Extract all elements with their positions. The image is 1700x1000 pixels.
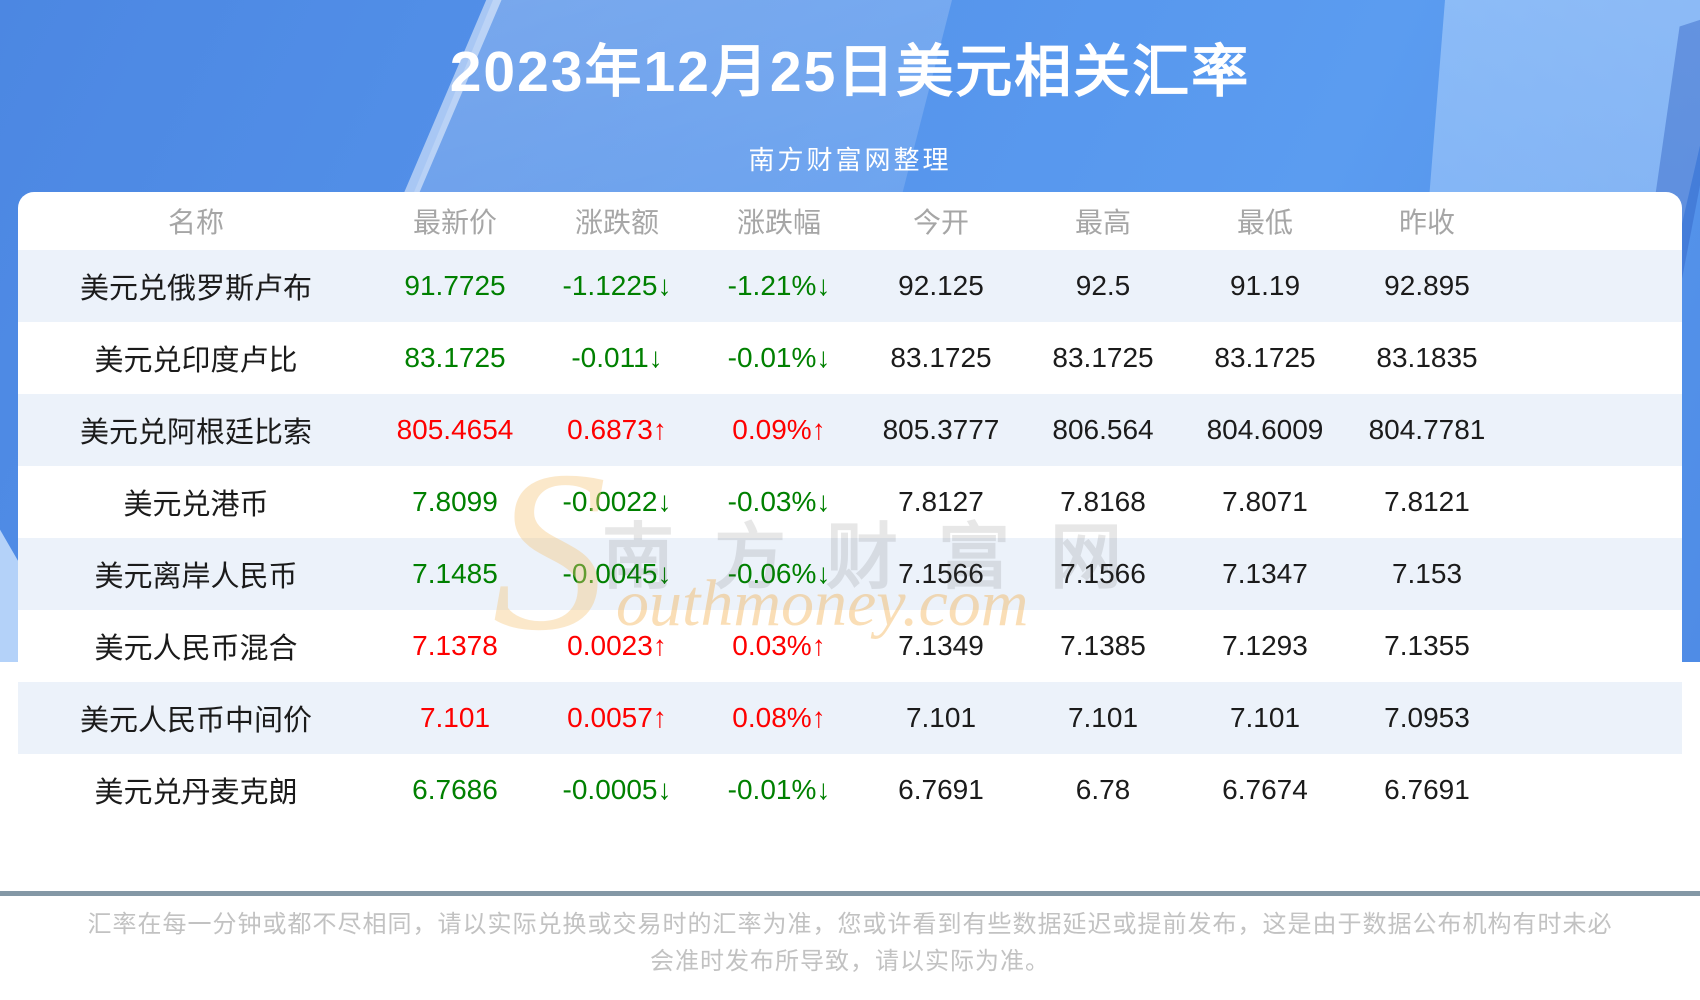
cell-latest-price: 7.1485	[412, 558, 498, 589]
page-title: 2023年12月25日美元相关汇率	[449, 40, 1251, 104]
cell-pair-name: 美元离岸人民币	[94, 561, 298, 593]
cell-low: 7.8071	[1222, 486, 1308, 517]
cell-high: 92.5	[1075, 270, 1131, 301]
table-row: 美元兑印度卢比 83.1725 -0.011↓ -0.01%↓ 83.1725 …	[18, 322, 1682, 394]
cell-high: 7.1385	[1060, 630, 1146, 661]
cell-pair-name: 美元兑印度卢比	[94, 345, 298, 377]
col-header-change-pct: 涨跌幅	[736, 207, 821, 238]
cell-prev-close: 83.1835	[1376, 342, 1478, 373]
cell-change-amount: 0.6873↑	[567, 414, 667, 445]
table-row: 美元兑阿根廷比索 805.4654 0.6873↑ 0.09%↑ 805.377…	[18, 394, 1682, 466]
cell-today-open: 7.101	[905, 702, 977, 733]
cell-low: 91.19	[1229, 270, 1301, 301]
table-row: 美元兑俄罗斯卢布 91.7725 -1.1225↓ -1.21%↓ 92.125…	[18, 250, 1682, 322]
cell-pair-name: 美元人民币中间价	[79, 705, 312, 737]
cell-high: 7.1566	[1060, 558, 1146, 589]
col-header-latest: 最新价	[412, 207, 497, 238]
cell-change-percent: -0.01%↓	[727, 342, 831, 373]
cell-pair-name: 美元兑丹麦克朗	[94, 777, 298, 809]
cell-spacer	[1508, 538, 1682, 610]
cell-prev-close: 7.0953	[1384, 702, 1470, 733]
cell-change-percent: 0.03%↑	[732, 630, 826, 661]
cell-high: 806.564	[1052, 414, 1154, 445]
cell-prev-close: 6.7691	[1384, 774, 1470, 805]
footer-divider	[0, 891, 1700, 896]
cell-change-amount: -0.0022↓	[562, 486, 672, 517]
cell-prev-close: 92.895	[1384, 270, 1470, 301]
table-row: 美元兑丹麦克朗 6.7686 -0.0005↓ -0.01%↓ 6.7691 6…	[18, 754, 1682, 826]
cell-prev-close: 7.153	[1391, 558, 1463, 589]
col-header-high: 最高	[1074, 207, 1131, 238]
disclaimer-text: 汇率在每一分钟或都不尽相同，请以实际兑换或交易时的汇率为准，您或许看到有些数据延…	[87, 911, 1613, 975]
cell-change-amount: -1.1225↓	[562, 270, 672, 301]
cell-change-amount: -0.0045↓	[562, 558, 672, 589]
cell-low: 7.1293	[1222, 630, 1308, 661]
cell-today-open: 7.8127	[898, 486, 984, 517]
cell-pair-name: 美元兑港币	[123, 489, 269, 521]
table-row: 美元离岸人民币 7.1485 -0.0045↓ -0.06%↓ 7.1566 7…	[18, 538, 1682, 610]
cell-low: 7.1347	[1222, 558, 1308, 589]
cell-change-percent: 0.09%↑	[732, 414, 826, 445]
cell-today-open: 805.3777	[882, 414, 1000, 445]
cell-spacer	[1508, 682, 1682, 754]
col-header-change: 涨跌额	[574, 207, 659, 238]
cell-high: 6.78	[1075, 774, 1131, 805]
cell-change-percent: -0.03%↓	[727, 486, 831, 517]
cell-latest-price: 7.1378	[412, 630, 498, 661]
page-subtitle: 南方财富网整理	[748, 145, 952, 175]
rates-table: 名称 最新价 涨跌额 涨跌幅 今开 最高 最低 昨收 美元兑俄罗斯卢布 91.7…	[18, 192, 1682, 826]
cell-today-open: 83.1725	[890, 342, 992, 373]
col-header-open: 今开	[912, 207, 969, 238]
cell-change-amount: -0.0005↓	[562, 774, 672, 805]
cell-low: 83.1725	[1214, 342, 1316, 373]
cell-spacer	[1508, 466, 1682, 538]
table-row: 美元人民币混合 7.1378 0.0023↑ 0.03%↑ 7.1349 7.1…	[18, 610, 1682, 682]
cell-latest-price: 805.4654	[396, 414, 514, 445]
table-body: 美元兑俄罗斯卢布 91.7725 -1.1225↓ -1.21%↓ 92.125…	[18, 250, 1682, 826]
cell-today-open: 92.125	[898, 270, 984, 301]
cell-latest-price: 6.7686	[412, 774, 498, 805]
col-header-name: 名称	[167, 207, 224, 238]
cell-spacer	[1508, 250, 1682, 322]
cell-change-percent: 0.08%↑	[732, 702, 826, 733]
cell-prev-close: 804.7781	[1368, 414, 1486, 445]
cell-pair-name: 美元兑阿根廷比索	[79, 417, 312, 449]
cell-spacer	[1508, 322, 1682, 394]
cell-high: 7.101	[1067, 702, 1139, 733]
cell-prev-close: 7.1355	[1384, 630, 1470, 661]
col-header-spacer	[1508, 192, 1682, 250]
cell-spacer	[1508, 394, 1682, 466]
cell-today-open: 7.1349	[898, 630, 984, 661]
cell-high: 7.8168	[1060, 486, 1146, 517]
table-row: 美元人民币中间价 7.101 0.0057↑ 0.08%↑ 7.101 7.10…	[18, 682, 1682, 754]
cell-today-open: 7.1566	[898, 558, 984, 589]
cell-change-percent: -1.21%↓	[727, 270, 831, 301]
table-header-row: 名称 最新价 涨跌额 涨跌幅 今开 最高 最低 昨收	[18, 192, 1682, 250]
table-row: 美元兑港币 7.8099 -0.0022↓ -0.03%↓ 7.8127 7.8…	[18, 466, 1682, 538]
cell-low: 6.7674	[1222, 774, 1308, 805]
cell-change-percent: -0.01%↓	[727, 774, 831, 805]
cell-high: 83.1725	[1052, 342, 1154, 373]
cell-today-open: 6.7691	[898, 774, 984, 805]
cell-pair-name: 美元兑俄罗斯卢布	[79, 273, 312, 305]
cell-latest-price: 91.7725	[404, 270, 506, 301]
cell-prev-close: 7.8121	[1384, 486, 1470, 517]
rates-table-card: 名称 最新价 涨跌额 涨跌幅 今开 最高 最低 昨收 美元兑俄罗斯卢布 91.7…	[18, 192, 1682, 826]
cell-low: 7.101	[1229, 702, 1301, 733]
cell-latest-price: 7.101	[419, 702, 491, 733]
col-header-low: 最低	[1236, 207, 1293, 238]
cell-low: 804.6009	[1206, 414, 1324, 445]
col-header-prev-close: 昨收	[1398, 207, 1455, 238]
cell-change-percent: -0.06%↓	[727, 558, 831, 589]
cell-latest-price: 7.8099	[412, 486, 498, 517]
cell-change-amount: 0.0057↑	[567, 702, 667, 733]
cell-spacer	[1508, 754, 1682, 826]
cell-spacer	[1508, 610, 1682, 682]
cell-change-amount: -0.011↓	[571, 342, 663, 373]
cell-pair-name: 美元人民币混合	[94, 633, 298, 665]
cell-change-amount: 0.0023↑	[567, 630, 667, 661]
cell-latest-price: 83.1725	[404, 342, 506, 373]
